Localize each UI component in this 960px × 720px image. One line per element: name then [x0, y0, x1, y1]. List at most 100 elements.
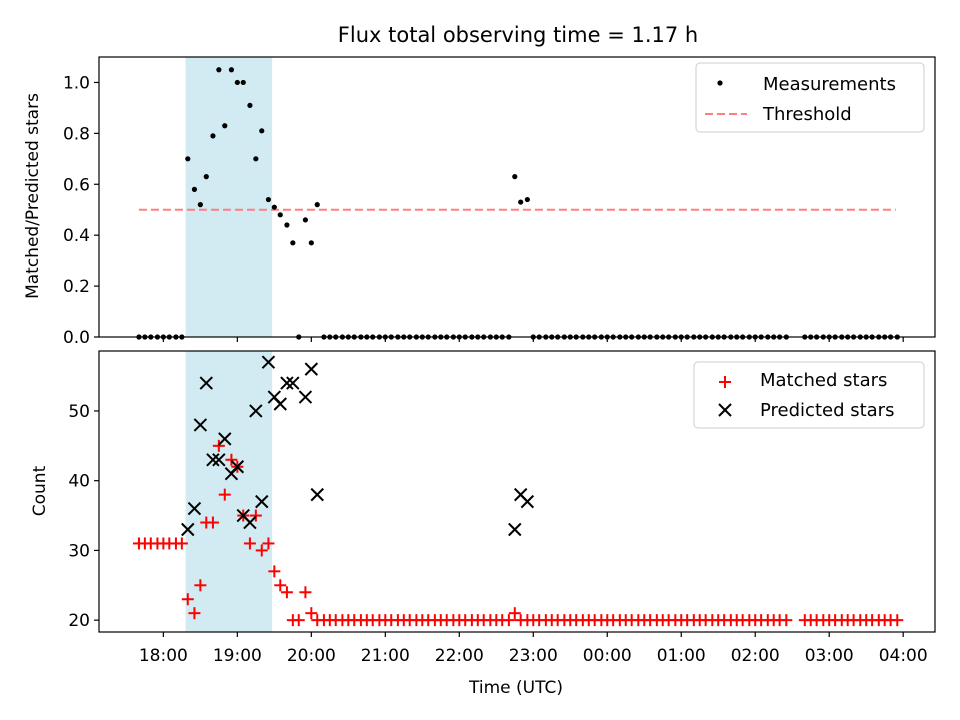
- measurement-point: [247, 102, 253, 108]
- matched-star-point: [243, 537, 256, 550]
- legend-measurement-marker: [717, 80, 723, 86]
- measurement-point: [524, 196, 530, 203]
- count-panel: 20 30 40 50 18:00 19:00 20:00 21:00 22:00 23:00 00…: [30, 350, 936, 666]
- x-tick-label: 22:00: [435, 646, 484, 666]
- legend-matched-marker: [719, 376, 731, 388]
- matched-star-point: [891, 614, 904, 627]
- x-tick-label: 18:00: [139, 646, 188, 666]
- predicted-x-b: [243, 515, 257, 530]
- matched-star-point: [181, 593, 194, 606]
- predicted-star-point: [304, 362, 319, 376]
- predicted-star-point: [298, 390, 313, 404]
- plot-frame: [98, 56, 936, 338]
- legend-threshold-label: Threshold: [762, 104, 852, 125]
- predicted-star-point: [255, 494, 269, 509]
- y-tick-label: 30: [68, 541, 90, 561]
- ratio-legend-box: [695, 62, 925, 133]
- x-tick-label: 01:00: [657, 646, 706, 666]
- predicted-x-b: [298, 390, 313, 404]
- predicted-star-point: [261, 355, 276, 369]
- predicted-x-b: [255, 494, 269, 509]
- matched-star-point: [249, 509, 262, 522]
- matched-star-point: [194, 579, 207, 592]
- measurement-point: [512, 174, 518, 180]
- predicted-x-b: [206, 453, 220, 467]
- predicted-x-b: [236, 508, 250, 523]
- matched-star-point: [225, 453, 238, 466]
- predicted-star-point: [218, 432, 232, 446]
- predicted-x-b: [304, 362, 319, 376]
- predicted-x-b: [520, 494, 535, 509]
- predicted-x-b: [218, 432, 232, 446]
- measurement-point: [308, 240, 314, 246]
- predicted-star-point: [520, 494, 535, 509]
- predicted-star-point: [310, 487, 324, 502]
- count-ylabel: Count: [30, 465, 50, 516]
- matched-star-point: [262, 537, 275, 550]
- predicted-star-point: [249, 404, 263, 418]
- matched-star-point: [502, 614, 515, 627]
- predicted-x-b: [508, 522, 522, 537]
- predicted-x-b: [187, 501, 202, 516]
- matched-star-point: [508, 607, 521, 620]
- measurement-point: [265, 196, 272, 203]
- matched-star-point: [299, 586, 312, 599]
- predicted-star-point: [187, 501, 202, 516]
- measurement-point: [240, 79, 246, 86]
- measurement-point: [253, 156, 259, 162]
- y-tick-label: 40: [68, 472, 90, 492]
- ratio-panel: 0.0 0.2 0.4 0.6 0.8 1.0 Matched/Predicted sta…: [23, 56, 936, 348]
- predicted-x-b: [280, 376, 294, 390]
- measurement-point: [203, 174, 209, 180]
- measurement-point: [277, 212, 283, 218]
- measurement-point: [210, 133, 216, 139]
- measurement-point: [518, 199, 524, 205]
- predicted-x-b: [249, 404, 263, 418]
- x-tick-label: 19:00: [213, 646, 262, 666]
- predicted-x-b: [267, 390, 282, 404]
- predicted-star-point: [230, 460, 245, 474]
- y-tick-label: 1.0: [63, 73, 90, 93]
- x-tick-label: 03:00: [805, 646, 854, 666]
- matched-star-point: [212, 439, 225, 452]
- matched-star-point: [188, 607, 201, 620]
- matched-star-point: [175, 537, 188, 550]
- legend-measurements-label: Measurements: [763, 74, 896, 95]
- measurement-point: [259, 128, 265, 134]
- measurement-point: [314, 202, 320, 208]
- ratio-legend: Measurements Threshold: [695, 62, 925, 133]
- predicted-star-point: [181, 522, 195, 537]
- measurement-point: [191, 186, 198, 192]
- predicted-x-b: [230, 460, 245, 474]
- count-legend-box: [693, 361, 925, 429]
- predicted-x-b: [212, 453, 226, 467]
- predicted-star-point: [508, 522, 522, 537]
- x-axis-label: Time (UTC): [468, 678, 563, 698]
- predicted-x-b: [513, 487, 528, 502]
- measurement-point: [185, 156, 191, 162]
- y-tick-label: 0.8: [63, 124, 90, 144]
- observing-span-top: [185, 57, 273, 337]
- x-tick-label: 00:00: [583, 646, 632, 666]
- count-legend: Matched stars Predicted stars: [693, 361, 925, 429]
- measurement-point: [302, 217, 309, 223]
- x-tick-label: 02:00: [731, 646, 780, 666]
- matched-star-point: [218, 488, 231, 501]
- predicted-x-b: [261, 355, 276, 369]
- legend-predicted-marker: [718, 403, 732, 417]
- observing-span-bottom: [185, 351, 273, 632]
- measurement-point: [271, 204, 277, 210]
- predicted-x-b: [193, 418, 208, 432]
- predicted-x-b: [199, 376, 213, 390]
- x-tick-label: 21:00: [361, 646, 410, 666]
- y-tick-label: 0.4: [63, 226, 90, 246]
- plot-frame: [98, 350, 936, 633]
- predicted-star-point: [193, 418, 208, 432]
- measurement-point: [290, 240, 296, 246]
- ratio-marks: [136, 67, 900, 340]
- count-marks: [132, 355, 904, 627]
- legend-matched-label: Matched stars: [760, 370, 887, 391]
- measurement-point: [284, 222, 290, 228]
- matched-star-point: [780, 614, 793, 627]
- predicted-star-point: [212, 453, 226, 467]
